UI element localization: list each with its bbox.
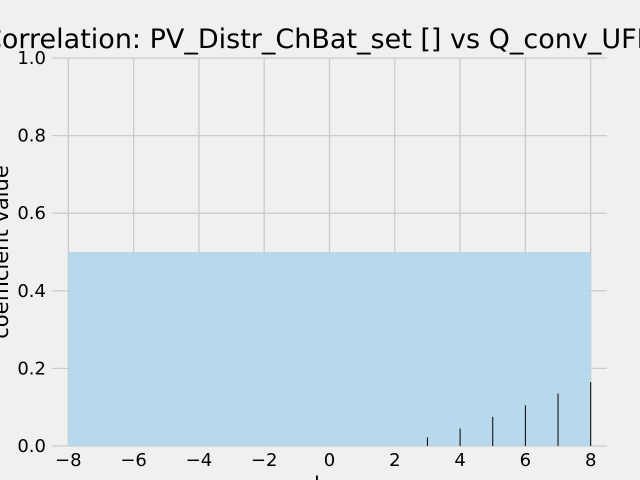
x-tick-labels: −8 −6 −4 −2 0 2 4 6 8 <box>55 450 596 471</box>
x-tick-label-7: 6 <box>520 450 531 471</box>
x-tick-label-2: −4 <box>186 450 213 471</box>
y-tick-label-4: 0.8 <box>17 126 46 147</box>
x-tick-label-3: −2 <box>251 450 278 471</box>
y-tick-label-1: 0.2 <box>17 358 46 379</box>
x-tick-label-1: −6 <box>120 450 147 471</box>
y-tick-label-3: 0.6 <box>17 203 46 224</box>
x-tick-label-5: 2 <box>389 450 400 471</box>
x-tick-label-8: 8 <box>585 450 596 471</box>
y-axis-label: coefficient value <box>0 165 13 339</box>
bars <box>426 381 592 446</box>
x-tick-label-0: −8 <box>55 450 82 471</box>
chart-title: Correlation: PV_Distr_ChBat_set [] vs Q_… <box>0 24 640 55</box>
x-tick-label-4: 0 <box>324 450 335 471</box>
x-axis-label: lag <box>314 473 346 480</box>
y-tick-labels: 0.0 0.2 0.4 0.6 0.8 1.0 <box>17 48 46 457</box>
y-tick-label-5: 1.0 <box>17 48 46 69</box>
y-tick-label-2: 0.4 <box>17 281 46 302</box>
x-tick-label-6: 4 <box>454 450 465 471</box>
confidence-band <box>68 252 591 446</box>
y-tick-label-0: 0.0 <box>17 436 46 457</box>
